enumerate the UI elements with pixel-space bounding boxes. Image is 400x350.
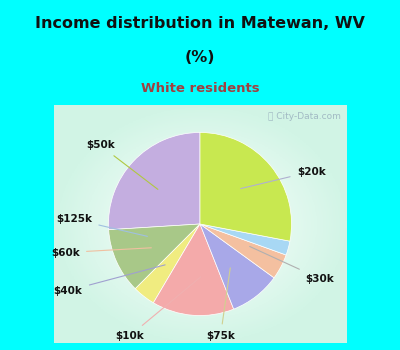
Wedge shape [154, 224, 234, 316]
Text: Income distribution in Matewan, WV: Income distribution in Matewan, WV [35, 16, 365, 31]
Text: (%): (%) [185, 50, 215, 65]
Text: $40k: $40k [54, 265, 165, 296]
Wedge shape [108, 132, 200, 230]
Text: $20k: $20k [241, 167, 326, 189]
Text: $10k: $10k [115, 277, 201, 341]
Text: $30k: $30k [250, 246, 334, 284]
Wedge shape [200, 224, 290, 255]
Text: $60k: $60k [51, 247, 151, 258]
Wedge shape [200, 224, 274, 309]
Text: $125k: $125k [56, 214, 147, 236]
Wedge shape [200, 224, 286, 278]
Wedge shape [200, 132, 292, 241]
Text: $75k: $75k [206, 268, 235, 341]
Wedge shape [135, 224, 200, 303]
Wedge shape [109, 224, 200, 289]
Text: $50k: $50k [86, 140, 158, 189]
Text: White residents: White residents [141, 82, 259, 95]
Text: ⓘ City-Data.com: ⓘ City-Data.com [268, 112, 341, 121]
